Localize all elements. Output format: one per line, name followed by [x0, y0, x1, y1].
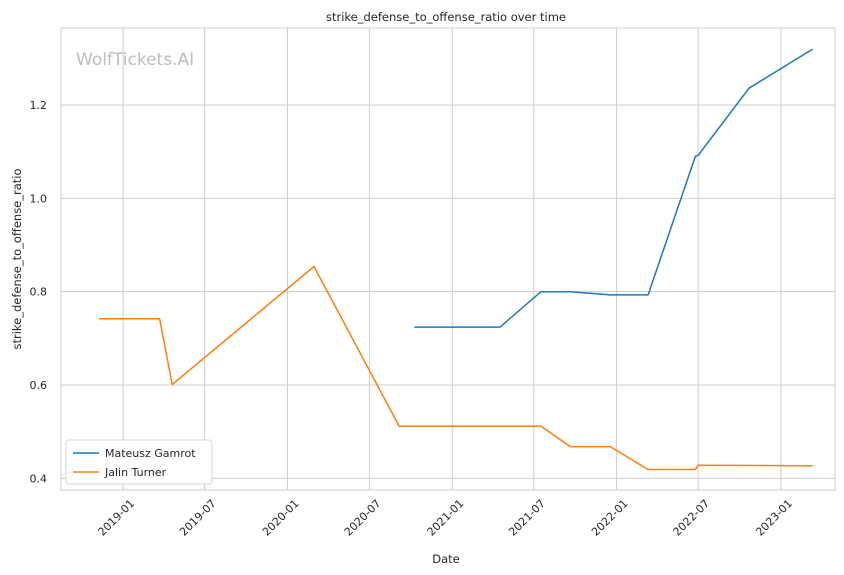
- x-axis-title: Date: [432, 552, 460, 566]
- y-tick-labels: 0.4 0.6 0.8 1.0 1.2: [30, 99, 48, 485]
- series-line-2: [98, 265, 813, 471]
- y-tick-label: 0.8: [30, 286, 48, 299]
- series-layer: [98, 48, 813, 471]
- legend-box: [65, 439, 213, 485]
- y-gridlines: [61, 104, 835, 479]
- series-line-1: [414, 48, 813, 328]
- y-tick-label: 0.6: [30, 379, 48, 392]
- plot-area: WolfTickets.AI: [60, 27, 836, 491]
- legend-label: Jalin Turner: [104, 466, 167, 479]
- chart-title: strike_defense_to_offense_ratio over tim…: [326, 10, 566, 24]
- y-axis-title: strike_defense_to_offense_ratio: [10, 168, 24, 349]
- plot-frame: [60, 27, 836, 491]
- y-tick-label: 1.0: [30, 192, 48, 205]
- plot-background: [61, 28, 835, 490]
- legend: Mateusz Gamrot Jalin Turner: [65, 439, 213, 485]
- y-tick-label: 1.2: [30, 99, 48, 112]
- legend-label: Mateusz Gamrot: [105, 447, 196, 460]
- y-tick-label: 0.4: [30, 472, 48, 485]
- watermark: WolfTickets.AI: [76, 50, 194, 70]
